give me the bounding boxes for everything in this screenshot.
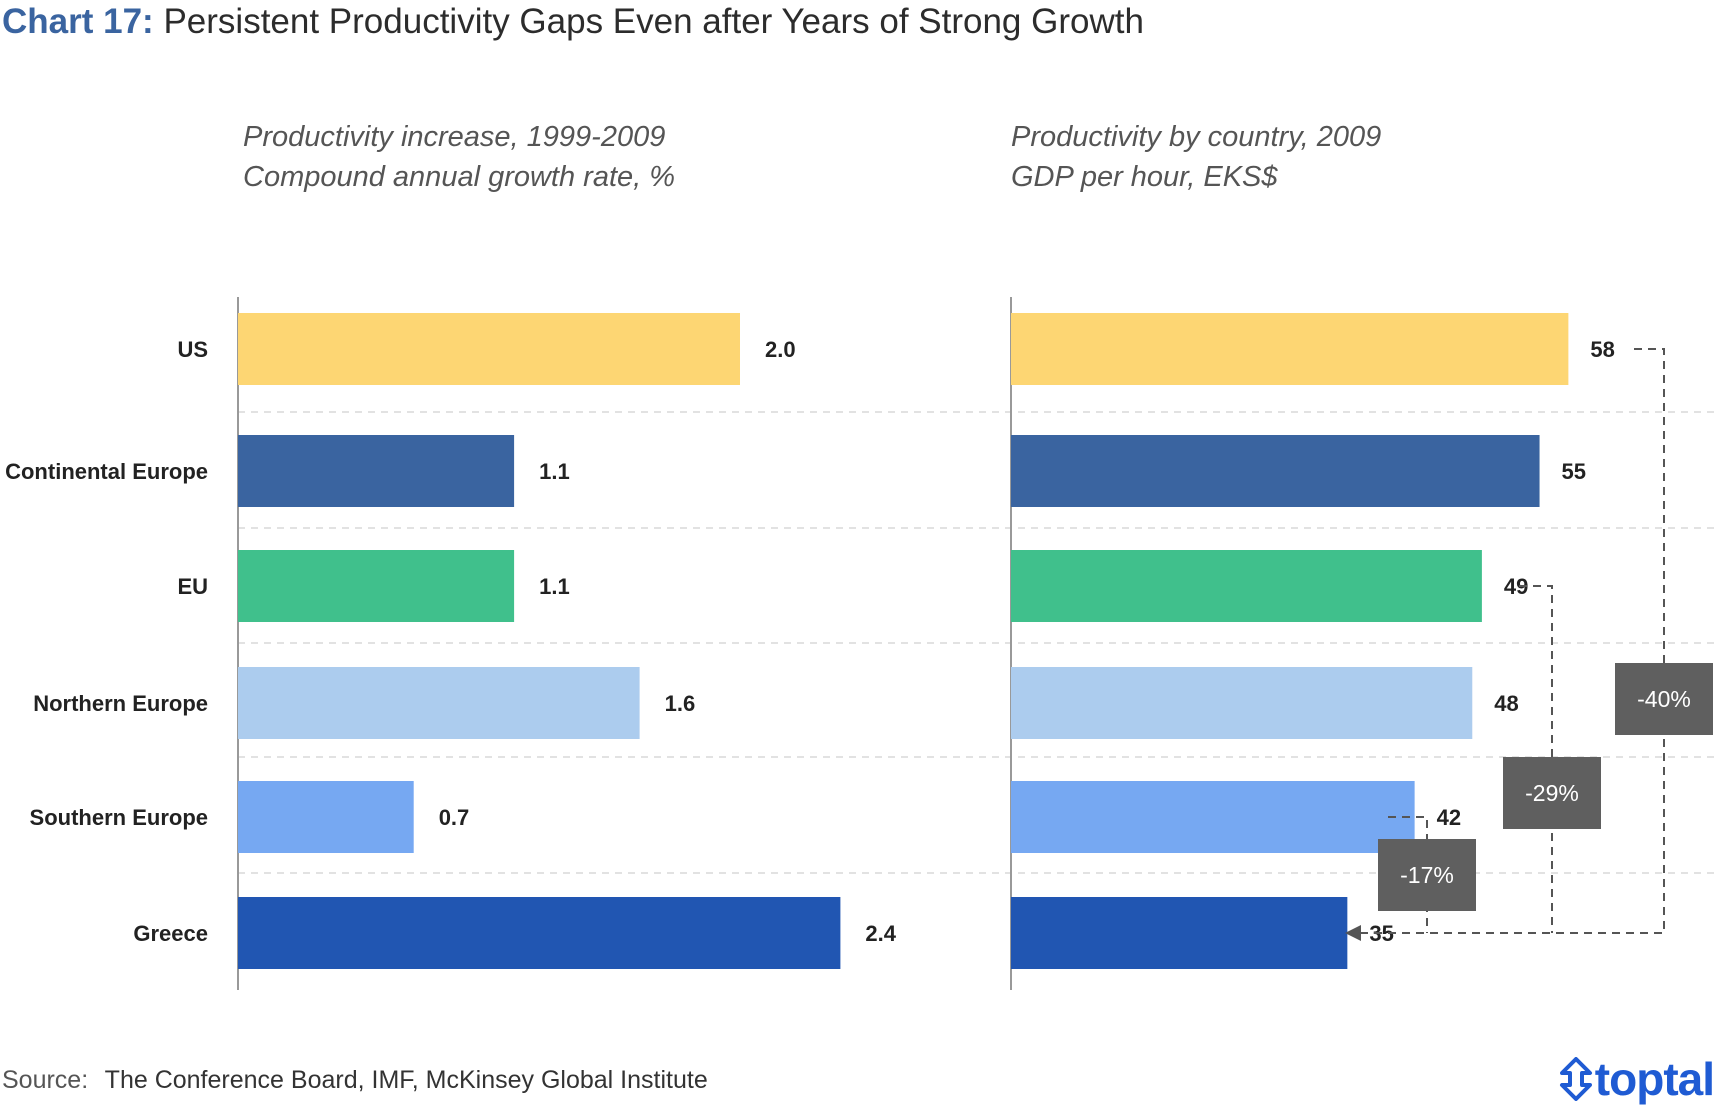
right-bar-us <box>1011 313 1569 385</box>
left-bar-southern-europe <box>238 781 414 853</box>
gap-box-southern-greece-label: -17% <box>1400 862 1454 888</box>
right-bar-northern-europe <box>1011 667 1473 739</box>
left-subtitle-line2: Compound annual growth rate, % <box>243 161 676 193</box>
gap-box-us-greece-label: -40% <box>1637 686 1691 712</box>
right-value-label-northern-europe: 48 <box>1494 691 1518 716</box>
left-panel-subtitle: Productivity increase, 1999-2009 Compoun… <box>243 117 675 197</box>
arrow-head-icon <box>1345 925 1361 941</box>
left-bar-continental-europe <box>238 435 515 507</box>
toptal-logo-icon <box>1559 1057 1592 1101</box>
right-bar-continental-europe <box>1011 435 1540 507</box>
right-bar-southern-europe <box>1011 781 1415 853</box>
left-bar-eu <box>238 550 515 622</box>
category-label-greece: Greece <box>133 921 208 946</box>
source-label: Source: <box>2 1066 89 1094</box>
right-subtitle-line2: GDP per hour, EKS$ <box>1011 161 1278 193</box>
left-value-label-continental-europe: 1.1 <box>539 459 570 484</box>
right-value-label-continental-europe: 55 <box>1562 459 1586 484</box>
category-label-us: US <box>177 337 208 362</box>
right-bar-greece <box>1011 897 1348 969</box>
chart-title-text: Persistent Productivity Gaps Even after … <box>163 2 1144 41</box>
left-bar-northern-europe <box>238 667 640 739</box>
gap-box-eu-greece <box>1503 757 1601 829</box>
right-value-label-southern-europe: 42 <box>1437 805 1461 830</box>
chart-title: Chart 17: Persistent Productivity Gaps E… <box>2 2 1144 42</box>
category-label-northern-europe: Northern Europe <box>33 691 208 716</box>
gap-connector-eu-greece <box>1519 585 1553 933</box>
right-subtitle-line1: Productivity by country, 2009 <box>1011 121 1382 153</box>
left-value-label-northern-europe: 1.6 <box>665 691 696 716</box>
gap-box-us-greece <box>1615 663 1713 735</box>
category-label-eu: EU <box>177 574 208 599</box>
source-text: The Conference Board, IMF, McKinsey Glob… <box>104 1066 708 1094</box>
left-bar-greece <box>238 897 841 969</box>
category-label-southern-europe: Southern Europe <box>30 805 208 830</box>
gap-connector-us-greece <box>1355 348 1665 934</box>
left-subtitle-line1: Productivity increase, 1999-2009 <box>243 121 666 153</box>
left-value-label-greece: 2.4 <box>865 921 896 946</box>
left-value-label-southern-europe: 0.7 <box>439 805 470 830</box>
right-bar-eu <box>1011 550 1482 622</box>
chart-number: Chart 17: <box>2 2 154 41</box>
category-label-continental-europe: Continental Europe <box>5 459 208 484</box>
logo-text: toptal <box>1594 1053 1715 1105</box>
right-value-label-us: 58 <box>1590 337 1614 362</box>
gap-box-southern-greece <box>1378 839 1476 911</box>
toptal-logo: toptal <box>1559 1052 1715 1106</box>
source-note: Source: The Conference Board, IMF, McKin… <box>2 1066 708 1095</box>
right-panel-subtitle: Productivity by country, 2009 GDP per ho… <box>1011 117 1381 197</box>
left-bar-us <box>238 313 740 385</box>
gap-box-eu-greece-label: -29% <box>1525 780 1579 806</box>
left-value-label-eu: 1.1 <box>539 574 570 599</box>
left-value-label-us: 2.0 <box>765 337 796 362</box>
